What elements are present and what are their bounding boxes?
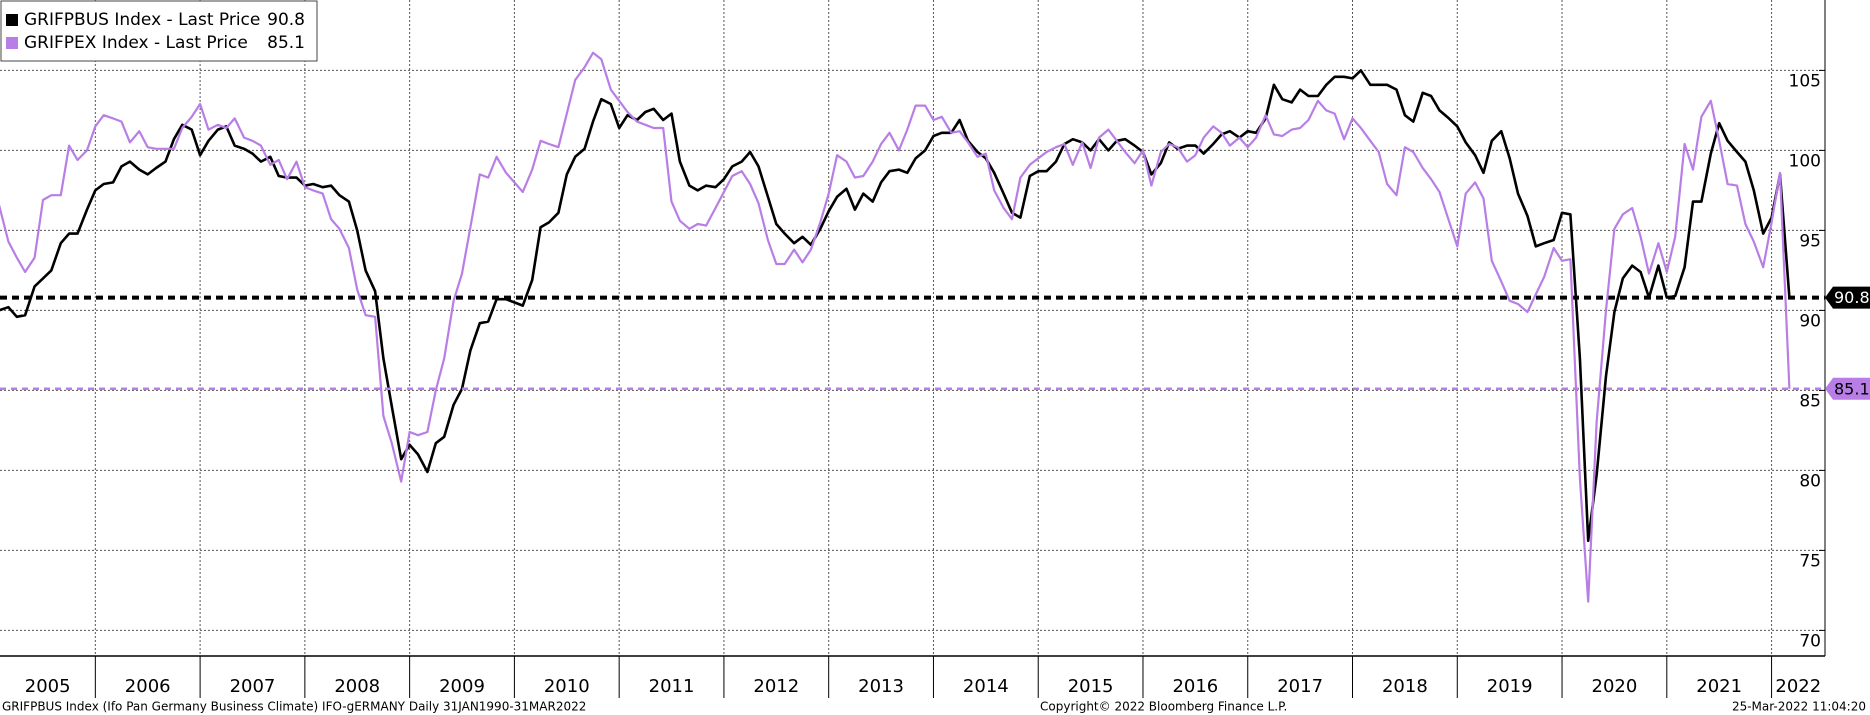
x-tick-label: 2020 xyxy=(1592,676,1638,697)
legend-name: GRIFPBUS Index - Last Price xyxy=(24,10,260,30)
last-price-tag xyxy=(1825,286,1870,309)
x-tick-label: 2005 xyxy=(25,676,71,697)
x-tick-label: 2019 xyxy=(1487,676,1533,697)
x-tick-label: 2008 xyxy=(334,676,380,697)
x-tick-label: 2010 xyxy=(544,676,590,697)
y-tick-label: 80 xyxy=(1799,471,1821,491)
x-tick-label: 2012 xyxy=(753,676,799,697)
footer-left: GRIFPBUS Index (Ifo Pan Germany Business… xyxy=(2,700,586,714)
x-tick-label: 2016 xyxy=(1172,676,1218,697)
legend-label: GRIFPEX Index - Last Price 85.1 xyxy=(24,33,305,53)
plot xyxy=(0,51,1825,603)
last-price-tag xyxy=(1825,377,1870,400)
legend-value: 90.8 xyxy=(267,10,305,30)
legend-name: GRIFPEX Index - Last Price xyxy=(24,33,248,53)
last-price-label: 85.1 xyxy=(1834,379,1870,398)
legend-swatch xyxy=(6,37,18,49)
series-line xyxy=(0,69,1791,543)
series-line xyxy=(0,51,1791,603)
legend-swatch xyxy=(6,14,18,26)
x-tick-label: 2013 xyxy=(858,676,904,697)
legend: GRIFPBUS Index - Last Price 90.8 GRIFPEX I… xyxy=(0,0,318,62)
x-tick-label: 2018 xyxy=(1382,676,1428,697)
y-tick-label: 70 xyxy=(1799,631,1821,651)
x-tick-label: 2007 xyxy=(230,676,276,697)
x-tick-label: 2022 xyxy=(1775,676,1821,697)
legend-label: GRIFPBUS Index - Last Price 90.8 xyxy=(24,10,305,30)
x-tick-label: 2011 xyxy=(649,676,695,697)
footer-center: Copyright© 2022 Bloomberg Finance L.P. xyxy=(1040,700,1287,714)
footer-right: 25-Mar-2022 11:04:20 xyxy=(1732,700,1866,714)
x-tick-label: 2006 xyxy=(125,676,171,697)
y-tick-label: 85 xyxy=(1799,391,1821,411)
grid xyxy=(0,0,1825,698)
legend-box xyxy=(0,0,318,62)
x-tick-label: 2014 xyxy=(963,676,1009,697)
y-tick-label: 105 xyxy=(1789,71,1821,91)
x-tick-label: 2021 xyxy=(1696,676,1742,697)
x-tick-label: 2009 xyxy=(439,676,485,697)
y-tick-label: 100 xyxy=(1789,151,1821,171)
x-tick-label: 2017 xyxy=(1277,676,1323,697)
y-tick-label: 75 xyxy=(1799,551,1821,571)
y-tick-label: 90 xyxy=(1799,311,1821,331)
y-tick-label: 95 xyxy=(1799,231,1821,251)
legend-value: 85.1 xyxy=(267,33,305,53)
last-price-label: 90.8 xyxy=(1834,288,1870,307)
x-tick-label: 2015 xyxy=(1068,676,1114,697)
